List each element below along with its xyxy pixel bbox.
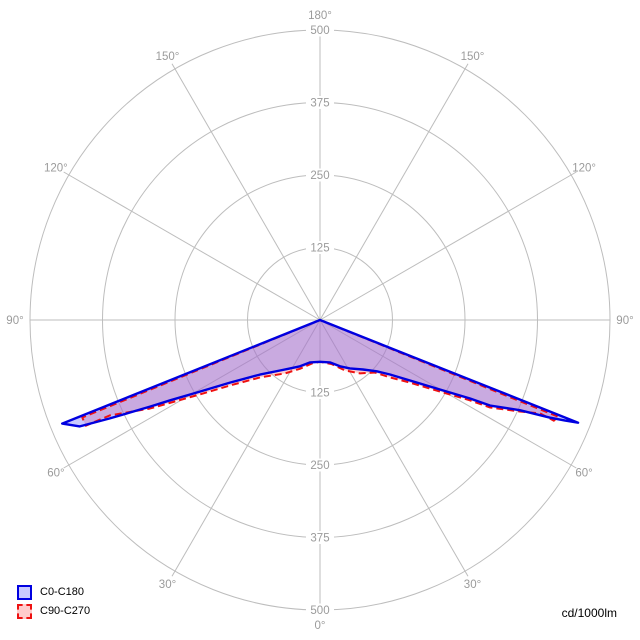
legend-item-c0-c180[interactable]: C0-C180 (17, 584, 90, 600)
radial-line-120 (319, 171, 577, 321)
tick-label-500-below: 500 (310, 605, 329, 617)
angle-label-0-right: 0° (315, 620, 326, 632)
angle-label-120-left: 120° (44, 163, 68, 175)
tick-label-bg-125-below (306, 386, 334, 399)
tick-label-125-below: 125 (310, 388, 329, 400)
legend-swatch-c0-c180-icon (17, 584, 32, 600)
angle-label-60-right: 60° (575, 468, 592, 480)
tick-label-500-above: 500 (310, 25, 329, 37)
radial-line-30 (319, 319, 469, 577)
tick-label-375-below: 375 (310, 533, 329, 545)
legend-item-c90-c270[interactable]: C90-C270 (17, 603, 91, 619)
series-fill-c90-c270 (82, 320, 559, 426)
tick-label-125-above: 125 (310, 243, 329, 255)
tick-label-250-above: 250 (310, 170, 329, 182)
legend-swatch-c90-c270-icon (17, 603, 32, 619)
angle-label-150-left: 150° (156, 51, 180, 63)
angle-label-60-left: 60° (47, 468, 64, 480)
angle-label-90-left: 90° (6, 315, 23, 327)
tick-label-250-below: 250 (310, 460, 329, 472)
radial-line-240 (63, 171, 321, 321)
tick-label-bg-375-below (306, 531, 334, 544)
tick-label-bg-250-below (306, 458, 334, 472)
angle-label-150-right: 150° (461, 51, 485, 63)
series-line-c0-c180 (61, 318, 580, 428)
angle-label-180-right: 180° (308, 10, 332, 22)
tick-label-375-above: 375 (310, 98, 329, 110)
angle-label-30-right: 30° (464, 579, 481, 591)
angle-label-30-left: 30° (159, 579, 176, 591)
legend-label-c0-c180: C0-C180 (40, 586, 85, 598)
legend: C0-C180 C90-C270 (17, 584, 91, 619)
legend-label-c90-c270: C90-C270 (40, 605, 91, 617)
unit-label: cd/1000lm (561, 606, 617, 620)
tick-label-bg-375-above (306, 96, 334, 109)
tick-label-bg-125-above (306, 241, 334, 254)
radial-line-330 (171, 319, 321, 577)
series-fill-c0-c180 (62, 320, 579, 427)
angle-label-120-right: 120° (572, 163, 596, 175)
radial-line-150 (319, 63, 469, 321)
series-line-c90-c270 (81, 319, 560, 427)
radial-line-210 (171, 63, 321, 321)
tick-label-bg-500-below (306, 603, 334, 617)
angle-label-90-right: 90° (616, 315, 633, 327)
tick-label-bg-500-above (306, 23, 334, 37)
tick-label-bg-250-above (306, 168, 334, 182)
